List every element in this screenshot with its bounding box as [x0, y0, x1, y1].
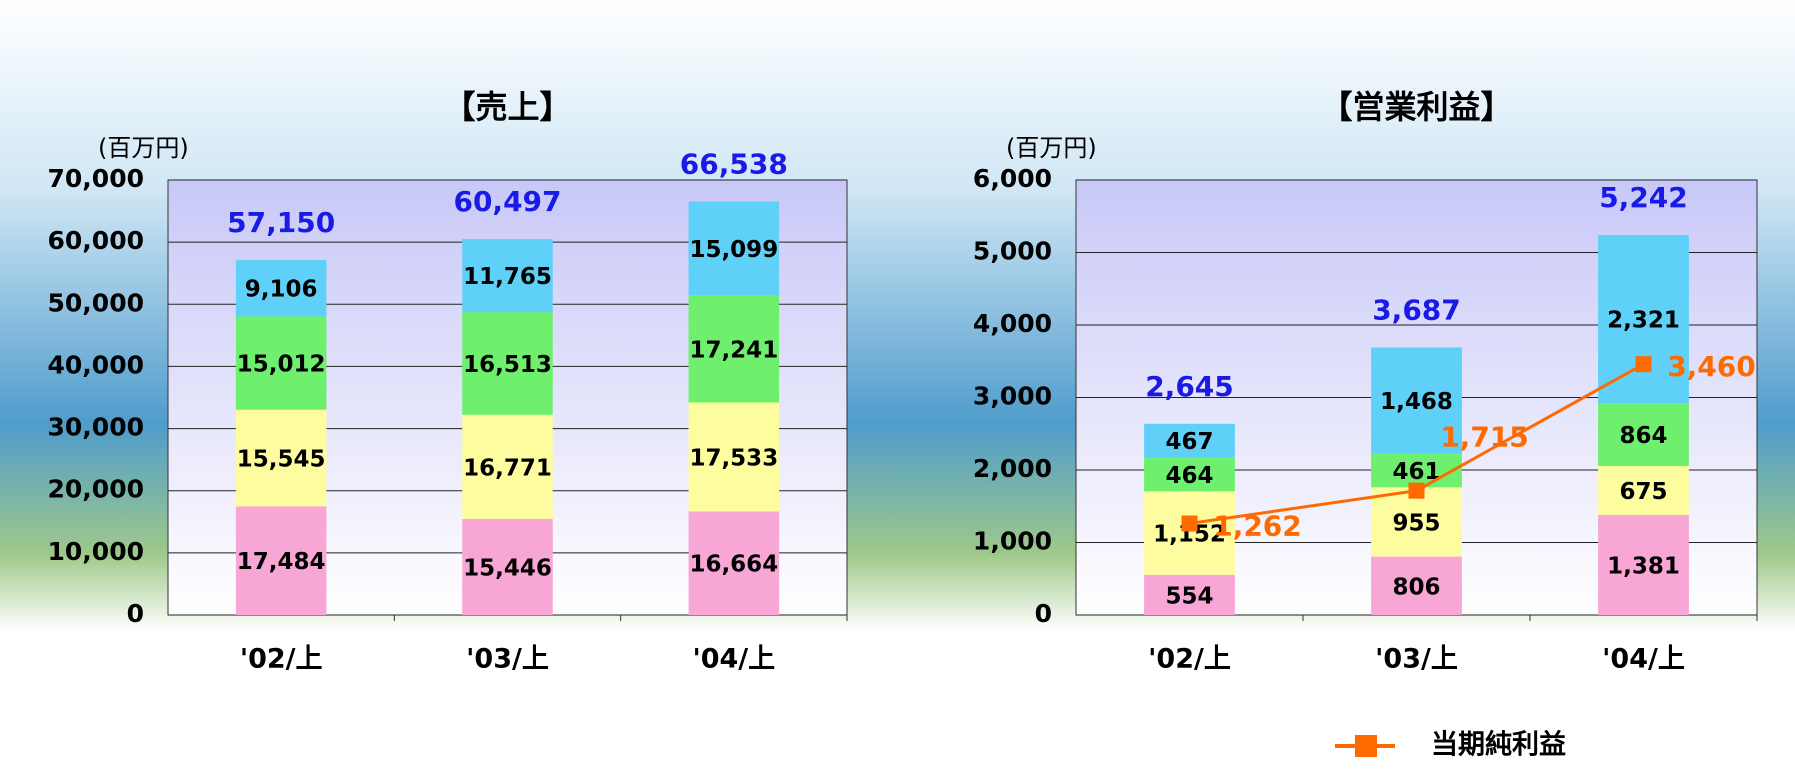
segment-label: 16,664	[689, 552, 778, 578]
y-tick-label: 20,000	[48, 475, 144, 504]
line-marker	[1182, 516, 1198, 532]
segment-label: 17,533	[689, 445, 778, 471]
segment-label: 15,545	[237, 447, 326, 473]
x-tick-label: '02/上	[1148, 644, 1231, 675]
segment-label: 17,484	[237, 549, 326, 575]
segment-label: 9,106	[245, 277, 318, 303]
y-tick-label: 40,000	[48, 350, 144, 379]
x-tick-label: '04/上	[1602, 644, 1685, 675]
segment-label: 16,771	[463, 455, 552, 481]
segment-label: 806	[1392, 574, 1440, 600]
unit-label: (百万円)	[98, 134, 189, 162]
legend-label: 当期純利益	[1431, 729, 1566, 761]
total-label: 60,497	[453, 185, 561, 218]
x-tick-label: '03/上	[1375, 644, 1458, 675]
line-marker	[1636, 356, 1652, 372]
legend-marker	[1355, 735, 1377, 757]
y-tick-label: 0	[127, 599, 144, 628]
segment-label: 15,012	[237, 352, 326, 378]
y-tick-label: 10,000	[48, 537, 144, 566]
segment-label: 464	[1165, 463, 1213, 489]
y-tick-label: 4,000	[973, 309, 1052, 338]
total-label: 66,538	[680, 148, 788, 181]
x-tick-label: '04/上	[692, 644, 775, 675]
segment-label: 675	[1619, 479, 1667, 505]
line-label: 1,262	[1213, 510, 1302, 543]
segment-label: 16,513	[463, 352, 552, 378]
segment-label: 554	[1165, 583, 1213, 609]
y-tick-label: 30,000	[48, 413, 144, 442]
segment-label: 15,099	[689, 237, 778, 263]
chart-title: 【営業利益】	[1320, 88, 1512, 126]
total-label: 3,687	[1372, 293, 1461, 326]
total-label: 57,150	[227, 206, 335, 239]
segment-label: 1,381	[1607, 553, 1680, 579]
segment-label: 2,321	[1607, 308, 1680, 334]
page: 【売上】 (百万円) 0 10,000 20,000 30,000 40,000 50,000…	[0, 0, 1795, 770]
total-label: 2,645	[1145, 370, 1234, 403]
y-tick-label: 2,000	[973, 454, 1052, 483]
total-label: 5,242	[1599, 181, 1688, 214]
y-tick-label: 5,000	[973, 237, 1052, 266]
y-tick-label: 60,000	[48, 226, 144, 255]
segment-label: 955	[1392, 510, 1440, 536]
segment-label: 467	[1165, 429, 1213, 455]
line-label: 3,460	[1667, 350, 1756, 383]
segment-label: 864	[1619, 423, 1667, 449]
segment-label: 1,468	[1380, 389, 1453, 415]
y-tick-label: 50,000	[48, 288, 144, 317]
y-tick-label: 1,000	[973, 527, 1052, 556]
y-tick-label: 0	[1035, 599, 1052, 628]
unit-label: (百万円)	[1006, 134, 1097, 162]
x-tick-label: '02/上	[240, 644, 323, 675]
line-label: 1,715	[1440, 421, 1529, 454]
segment-label: 15,446	[463, 556, 552, 582]
x-tick-label: '03/上	[466, 644, 549, 675]
chart-title: 【売上】	[443, 88, 571, 126]
y-tick-label: 6,000	[973, 164, 1052, 193]
segment-label: 11,765	[463, 264, 552, 290]
y-tick-label: 70,000	[48, 164, 144, 193]
segment-label: 17,241	[689, 337, 778, 363]
line-marker	[1409, 483, 1425, 499]
y-tick-label: 3,000	[973, 382, 1052, 411]
